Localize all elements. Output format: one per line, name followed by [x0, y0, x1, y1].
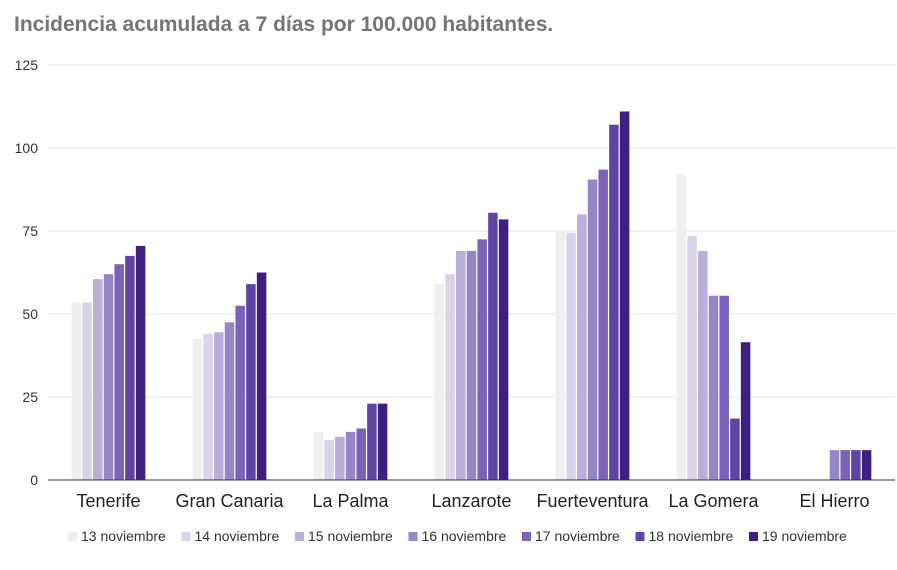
legend-label: 17 noviembre	[535, 528, 620, 544]
y-tick-label: 75	[22, 223, 38, 239]
bar-tenerife-series-3	[93, 279, 103, 480]
bar-la-palma-series-4	[345, 431, 356, 480]
bar-la-palma-series-3	[335, 436, 345, 480]
legend-label: 15 noviembre	[308, 528, 393, 544]
bar-fuerteventura-series-4	[587, 179, 598, 481]
bar-la-gomera-series-7	[740, 342, 751, 480]
legend-item: 18 noviembre	[635, 528, 734, 544]
legend-swatch	[522, 532, 531, 541]
bar-la-gomera-series-1	[676, 174, 687, 480]
chart-title: Incidencia acumulada a 7 días por 100.00…	[14, 13, 554, 36]
legend-item: 13 noviembre	[68, 528, 166, 544]
y-tick-label: 50	[22, 306, 38, 322]
bar-gran-canaria-series-3	[214, 332, 224, 480]
bar-el-hierro-series-6	[851, 450, 861, 480]
y-tick-label: 125	[15, 57, 39, 73]
legend-label: 13 noviembre	[81, 528, 166, 544]
legend-label: 16 noviembre	[422, 528, 507, 544]
grid-layer	[48, 64, 895, 398]
bar-la-palma-series-7	[377, 403, 388, 480]
x-category-label: Gran Canaria	[175, 491, 284, 511]
legend-item: 17 noviembre	[522, 528, 620, 544]
legend-label: 18 noviembre	[649, 528, 734, 544]
bar-fuerteventura-series-2	[566, 232, 576, 480]
bar-lanzarote-series-2	[445, 274, 455, 480]
legend-label: 14 noviembre	[195, 528, 280, 544]
x-category-label: La Palma	[312, 491, 389, 511]
x-category-label: Fuerteventura	[536, 491, 649, 511]
bar-la-gomera-series-4	[708, 295, 719, 480]
bar-tenerife-series-1	[71, 302, 82, 480]
legend-swatch	[408, 532, 418, 541]
legend-label: 19 noviembre	[762, 528, 847, 544]
bar-gran-canaria-series-1	[192, 338, 203, 480]
bar-tenerife-series-7	[135, 245, 146, 480]
bar-tenerife-series-5	[114, 264, 124, 480]
bar-la-gomera-series-5	[719, 295, 729, 480]
bar-lanzarote-series-4	[466, 250, 477, 480]
legend-item: 16 noviembre	[408, 528, 507, 544]
x-category-label: El Hierro	[799, 491, 869, 511]
bar-el-hierro-series-4	[829, 450, 840, 480]
bar-la-gomera-series-3	[698, 250, 708, 480]
bar-lanzarote-series-3	[456, 250, 466, 480]
x-category-label: Lanzarote	[431, 491, 511, 511]
bar-fuerteventura-series-1	[555, 231, 566, 480]
bar-gran-canaria-series-4	[224, 322, 235, 480]
bar-fuerteventura-series-5	[598, 169, 608, 480]
y-tick-label: 25	[22, 389, 38, 405]
legend-swatch	[68, 532, 77, 541]
bar-gran-canaria-series-6	[246, 284, 256, 480]
y-tick-label: 100	[15, 140, 39, 156]
bar-fuerteventura-series-7	[619, 111, 630, 480]
legend-swatch	[749, 532, 758, 541]
bar-la-gomera-series-6	[730, 418, 740, 480]
bar-lanzarote-series-5	[477, 239, 487, 480]
bar-lanzarote-series-7	[498, 219, 509, 480]
bar-el-hierro-series-7	[861, 450, 872, 480]
bar-el-hierro-series-5	[840, 450, 850, 480]
legend-item: 14 noviembre	[181, 528, 280, 544]
axis-layer: 0 25 50 75 100 125 Tenerife Gran Canaria La Palm…	[15, 57, 895, 511]
bar-lanzarote-series-1	[434, 284, 445, 480]
bar-tenerife-series-4	[103, 274, 114, 480]
legend-item: 15 noviembre	[295, 528, 393, 544]
legend: 13 noviembre 14 noviembre 15 noviembre 16 n…	[68, 528, 847, 544]
bar-tenerife-series-6	[125, 255, 135, 480]
bar-la-gomera-series-2	[687, 235, 697, 480]
bar-la-palma-series-6	[367, 403, 377, 480]
bar-la-palma-series-1	[313, 431, 324, 480]
bars-layer	[71, 111, 872, 481]
bar-la-palma-series-2	[324, 440, 334, 480]
y-tick-label: 0	[30, 472, 38, 488]
bar-gran-canaria-series-2	[203, 333, 213, 480]
bar-gran-canaria-series-5	[235, 305, 245, 480]
bar-gran-canaria-series-7	[256, 272, 267, 480]
legend-item: 19 noviembre	[749, 528, 847, 544]
bar-la-palma-series-5	[356, 428, 366, 480]
bar-fuerteventura-series-6	[609, 124, 619, 480]
legend-swatch	[635, 532, 645, 541]
x-category-label: Tenerife	[76, 491, 140, 511]
bar-tenerife-series-2	[82, 302, 92, 480]
bar-fuerteventura-series-3	[577, 214, 587, 480]
x-category-label: La Gomera	[668, 491, 759, 511]
legend-swatch	[295, 532, 304, 541]
bar-lanzarote-series-6	[488, 212, 498, 481]
legend-swatch	[181, 532, 191, 541]
